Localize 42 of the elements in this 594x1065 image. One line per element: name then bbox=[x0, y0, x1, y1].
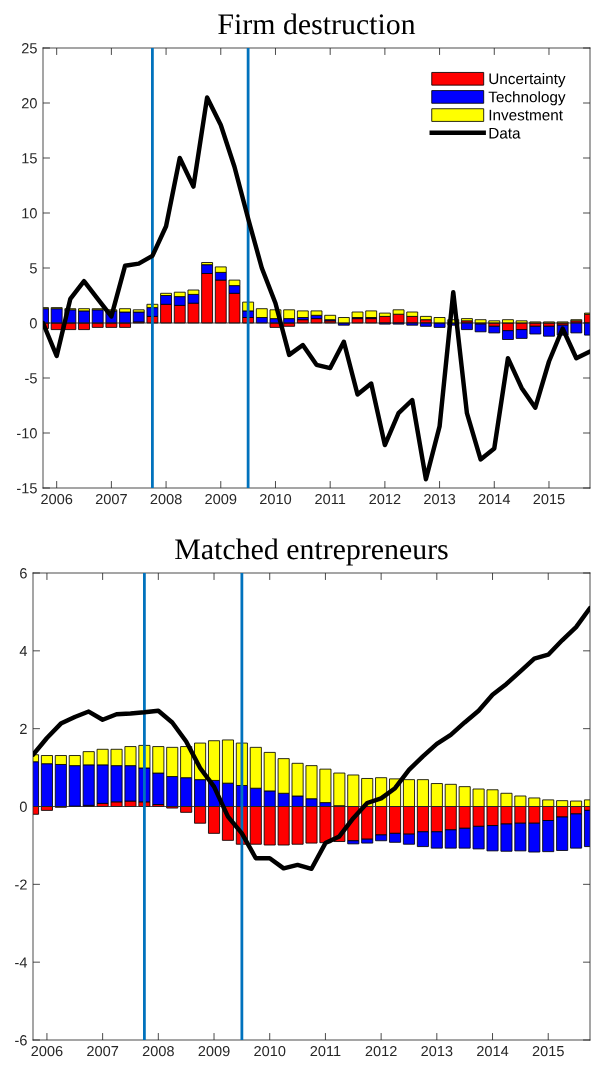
x-tick-label: 2009 bbox=[198, 1045, 230, 1057]
x-tick-label: 2014 bbox=[478, 493, 511, 505]
y-tick-label: -6 bbox=[15, 1035, 27, 1046]
y-tick-label: -5 bbox=[25, 373, 37, 384]
x-tick-label: 2014 bbox=[477, 1045, 509, 1057]
y-tick-label: 0 bbox=[29, 318, 37, 329]
chart-title: Firm destruction bbox=[218, 13, 416, 35]
x-tick-label: 2011 bbox=[310, 1045, 341, 1057]
y-tick-label: -10 bbox=[17, 428, 37, 439]
legend-label: Technology bbox=[488, 91, 566, 106]
legend-label: Investment bbox=[489, 109, 563, 121]
x-tick-label: 2008 bbox=[150, 493, 182, 505]
legend-label: Uncertainty bbox=[489, 72, 566, 88]
y-tick-label: -2 bbox=[15, 879, 27, 890]
x-tick-label: 2012 bbox=[365, 1045, 397, 1057]
x-tick-label: 2013 bbox=[421, 1045, 453, 1057]
y-tick-label: 0 bbox=[19, 801, 27, 812]
y-tick-label: 4 bbox=[19, 646, 28, 657]
x-tick-label: 2008 bbox=[142, 1045, 174, 1057]
x-tick-label: 2009 bbox=[205, 493, 237, 505]
x-tick-label: 2013 bbox=[424, 493, 456, 505]
x-tick-label: 2015 bbox=[532, 1045, 564, 1057]
x-tick-label: 2010 bbox=[259, 493, 292, 505]
x-tick-label: 2006 bbox=[31, 1045, 63, 1057]
y-tick-label: 15 bbox=[22, 153, 37, 164]
x-tick-label: 2010 bbox=[254, 1045, 286, 1057]
x-tick-label: 2015 bbox=[533, 493, 565, 505]
x-tick-label: 2011 bbox=[315, 493, 346, 505]
y-tick-label: 10 bbox=[22, 208, 37, 219]
x-tick-label: 2006 bbox=[41, 493, 73, 505]
y-tick-label: -15 bbox=[17, 483, 37, 494]
y-tick-label: 25 bbox=[21, 43, 37, 54]
y-tick-label: 6 bbox=[20, 568, 27, 579]
y-tick-label: -4 bbox=[15, 957, 28, 968]
legend-label: Data bbox=[489, 127, 521, 139]
y-tick-label: 5 bbox=[29, 263, 37, 274]
y-tick-label: 20 bbox=[21, 98, 37, 109]
y-tick-label: 2 bbox=[20, 723, 27, 734]
x-tick-label: 2007 bbox=[87, 1045, 119, 1057]
chart-title: Matched entrepreneurs bbox=[175, 538, 448, 566]
x-tick-label: 2007 bbox=[95, 493, 127, 505]
x-tick-label: 2012 bbox=[369, 493, 401, 505]
